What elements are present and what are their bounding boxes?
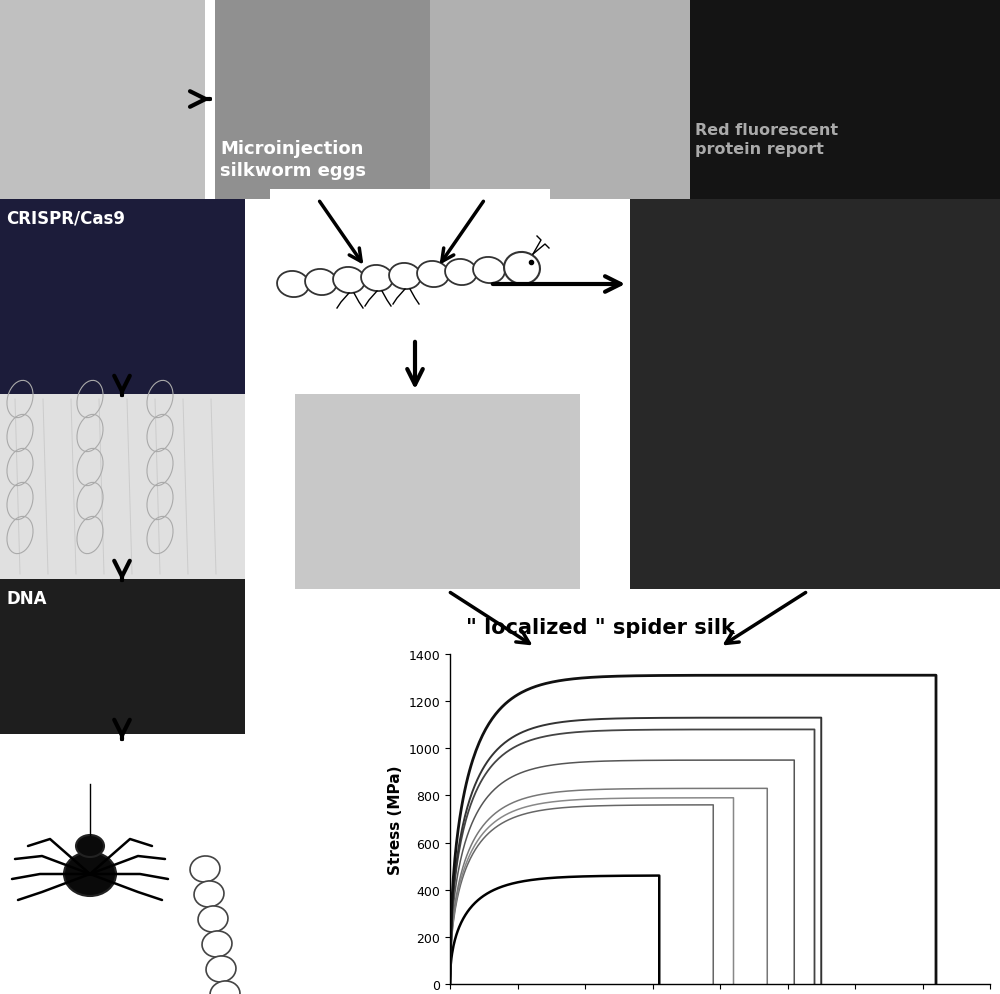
Text: CRISPR/Cas9: CRISPR/Cas9 (6, 210, 125, 228)
Bar (295, 395, 580, 589)
Y-axis label: Stress (MPa): Stress (MPa) (388, 764, 403, 874)
Ellipse shape (361, 265, 393, 292)
Bar (630, 489, 1000, 589)
Bar (215, 0, 440, 200)
Ellipse shape (305, 269, 337, 296)
Bar (690, 0, 1000, 200)
Ellipse shape (389, 263, 421, 290)
Ellipse shape (333, 267, 365, 294)
Bar (0, 0, 205, 200)
Ellipse shape (76, 835, 104, 857)
Text: DNA: DNA (6, 589, 46, 607)
Bar (0, 200, 245, 395)
Ellipse shape (198, 907, 228, 932)
Text: Red fluorescent
protein report: Red fluorescent protein report (695, 123, 838, 157)
Bar (270, 190, 550, 340)
Bar (0, 735, 290, 994)
Ellipse shape (277, 271, 309, 298)
Ellipse shape (504, 252, 540, 284)
Bar (0, 395, 245, 580)
Bar (430, 0, 690, 200)
Ellipse shape (64, 852, 116, 897)
Text: Microinjection
silkworm eggs: Microinjection silkworm eggs (220, 140, 366, 180)
Ellipse shape (206, 956, 236, 982)
Ellipse shape (194, 881, 224, 908)
Ellipse shape (210, 981, 240, 994)
Text: " localized " spider silk: " localized " spider silk (466, 617, 734, 637)
Ellipse shape (417, 261, 449, 288)
Bar (0, 580, 245, 764)
Bar (630, 200, 1000, 489)
Ellipse shape (202, 931, 232, 957)
Ellipse shape (473, 257, 505, 283)
Ellipse shape (190, 856, 220, 882)
Ellipse shape (445, 259, 477, 286)
